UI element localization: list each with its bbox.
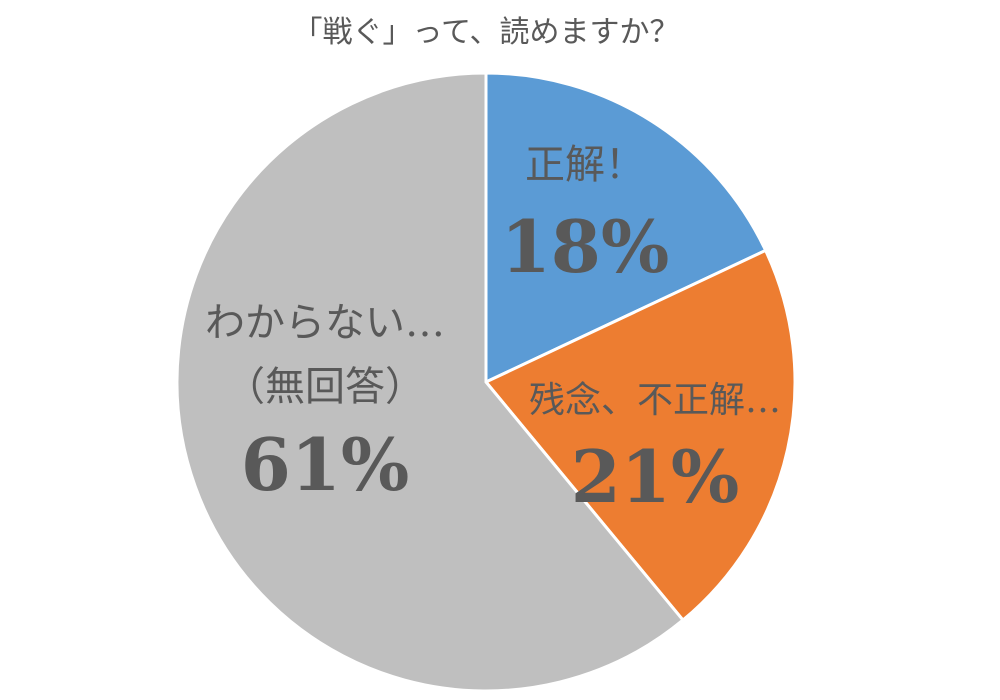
- chart-title: 「戦ぐ」って、読めますか？: [293, 15, 680, 50]
- slice-value-label-1: 18%: [501, 204, 670, 289]
- pie-slice-2: [483, 248, 797, 623]
- pie-slice-1: [484, 71, 768, 385]
- slice-label-3: わからない…: [205, 300, 445, 346]
- slice-sublabel-3: （無回答）: [225, 364, 425, 410]
- slice-value-label-3: 61%: [241, 422, 410, 507]
- slice-value-label-2: 21%: [571, 434, 740, 519]
- pie-labels: 正解！ 18% 残念、不正解… 21% わからない… （無回答） 61%: [205, 142, 781, 519]
- pie-slices: [175, 71, 797, 693]
- pie-slice-3: [175, 71, 686, 693]
- slice-label-2: 残念、不正解…: [529, 380, 781, 421]
- slice-label-1: 正解！: [525, 142, 645, 188]
